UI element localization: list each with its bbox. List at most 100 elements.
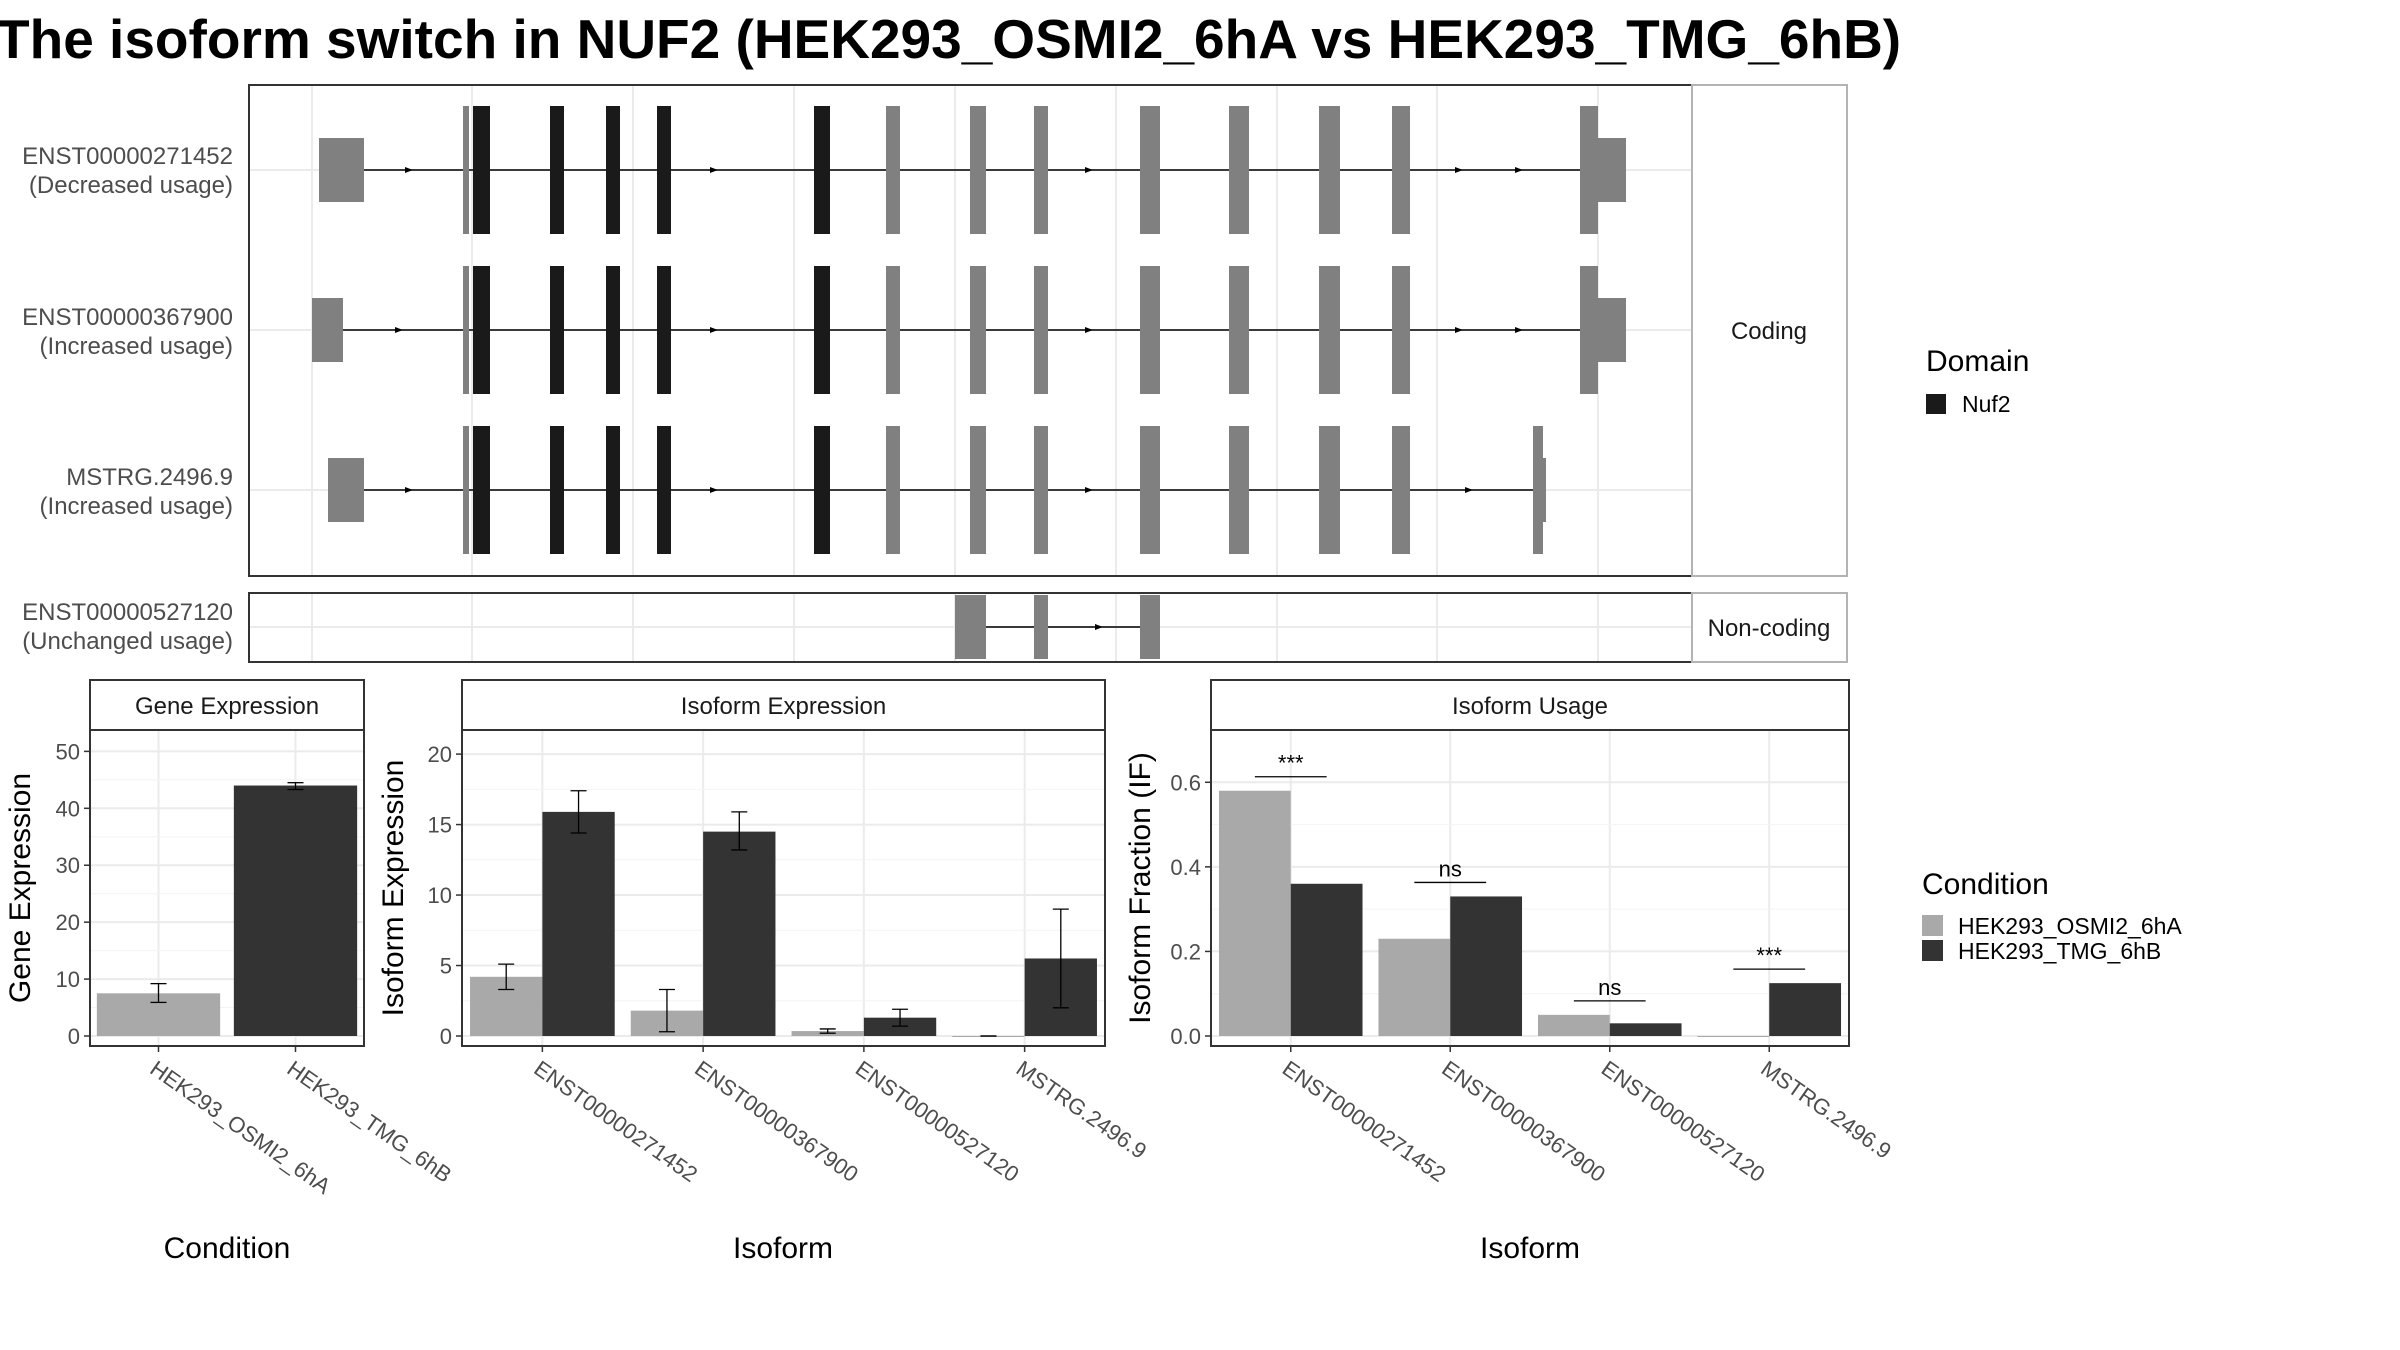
utr5-block [319, 138, 364, 202]
isoform-expression-chart: Isoform Expression 0 5 10 15 20 ENST0000027145… [377, 679, 1152, 1265]
exon-0 [463, 106, 469, 234]
nuf2-domain-exon-3 [606, 266, 620, 394]
exon-7 [970, 426, 986, 554]
exon-7 [970, 266, 986, 394]
x-tick-label: ENST00000271452 [530, 1056, 703, 1187]
isoform-label-4-id: ENST00000527120 [22, 599, 233, 626]
intron-arrow-0 [405, 167, 413, 173]
isoform-label-2-id: ENST00000367900 [22, 304, 233, 331]
x-tick-label: ENST00000527120 [851, 1056, 1024, 1187]
x-tick-label: MSTRG.2496.9 [1756, 1056, 1896, 1164]
nuf2-domain-exon-1 [473, 266, 490, 394]
bar-HEK293_TMG_6hB-2 [1609, 1023, 1682, 1036]
isoform-track-1 [319, 106, 1626, 234]
nuf2-domain-exon-3 [606, 426, 620, 554]
utr3-block [1598, 298, 1626, 362]
bar-HEK293_OSMI2_6hA-2 [1537, 1014, 1610, 1036]
domain-legend-swatch-nuf2 [1926, 394, 1946, 414]
exon-10 [1229, 106, 1249, 234]
exon-0 [955, 595, 986, 659]
y-tick-label: 40 [56, 796, 80, 821]
nuf2-domain-exon-3 [606, 106, 620, 234]
significance-label: *** [1278, 751, 1304, 776]
intron-arrow-3 [1465, 487, 1473, 493]
figure-title: The isoform switch in NUF2 (HEK293_OSMI2… [0, 8, 1901, 70]
intron-arrow-2 [1085, 487, 1093, 493]
significance-label: ns [1598, 975, 1621, 1000]
condition-legend-item-b: HEK293_TMG_6hB [1958, 938, 2161, 964]
x-axis-title: Isoform [1480, 1232, 1580, 1265]
exon-6 [886, 266, 900, 394]
plot-frame [461, 729, 1106, 1047]
gene-expression-chart: Gene Expression01020304050HEK293_OSMI2_6… [4, 679, 456, 1265]
condition-legend-title: Condition [1922, 868, 2049, 901]
y-tick-label: 0.2 [1170, 939, 1201, 964]
significance-label: ns [1439, 856, 1462, 881]
y-tick-label: 20 [428, 742, 452, 767]
significance-label: *** [1756, 943, 1782, 968]
isoform-track-2 [312, 266, 1626, 394]
x-tick-label: MSTRG.2496.9 [1012, 1056, 1152, 1164]
utr3-block [1543, 458, 1546, 522]
x-tick-label: ENST00000271452 [1278, 1056, 1451, 1187]
bar-HEK293_TMG_6hB-2 [863, 1017, 937, 1036]
intron-arrow-1 [710, 327, 718, 333]
exon-13 [1580, 106, 1598, 234]
nuf2-domain-exon-1 [473, 106, 490, 234]
nuf2-domain-exon-5 [814, 106, 830, 234]
exon-6 [886, 426, 900, 554]
exon-11 [1319, 426, 1340, 554]
chart-strip [89, 679, 365, 731]
exon-6 [886, 106, 900, 234]
exon-9 [1140, 426, 1160, 554]
chart-title: Isoform Usage [1452, 693, 1608, 720]
isoform-structure-panel: Coding Non-coding ENST00000271452 (Decre… [22, 84, 1848, 663]
bar-HEK293_TMG_6hB-1 [703, 831, 776, 1036]
exon-8 [1034, 426, 1048, 554]
coding-tracks [312, 106, 1626, 554]
bar-HEK293_TMG_6hB-1 [233, 785, 358, 1036]
y-tick-label: 30 [56, 853, 80, 878]
bar-HEK293_TMG_6hB-3 [1769, 983, 1842, 1036]
exon-12 [1392, 266, 1410, 394]
y-tick-label: 0 [68, 1024, 80, 1049]
exon-9 [1140, 106, 1160, 234]
y-axis-title: Isoform Expression [377, 760, 410, 1017]
bar-HEK293_OSMI2_6hA-1 [1378, 938, 1451, 1036]
noncoding-tracks [955, 595, 1160, 659]
bar-HEK293_OSMI2_6hA-0 [1218, 790, 1291, 1036]
bar-HEK293_TMG_6hB-0 [542, 811, 615, 1036]
condition-legend-swatch-b [1922, 940, 1943, 961]
intron-arrow-1 [710, 167, 718, 173]
exon-10 [1229, 266, 1249, 394]
exon-8 [1034, 266, 1048, 394]
y-tick-label: 50 [56, 739, 80, 764]
coding-strip-label: Coding [1731, 318, 1807, 345]
y-tick-label: 0 [440, 1024, 452, 1049]
x-axis-title: Condition [164, 1232, 291, 1265]
chart-strip [1210, 679, 1850, 731]
exon-11 [1319, 266, 1340, 394]
domain-legend-item-nuf2: Nuf2 [1962, 391, 2011, 417]
nuf2-domain-exon-4 [657, 266, 671, 394]
intron-arrow-3 [1455, 327, 1463, 333]
chart-title: Gene Expression [135, 693, 319, 720]
condition-legend-item-a: HEK293_OSMI2_6hA [1958, 913, 2182, 939]
condition-legend-swatch-a [1922, 915, 1943, 936]
bar-HEK293_TMG_6hB-0 [1290, 883, 1363, 1036]
y-tick-label: 5 [440, 954, 452, 979]
y-tick-label: 0.0 [1170, 1024, 1201, 1049]
y-axis-title: Isoform Fraction (IF) [1124, 752, 1157, 1024]
isoform-track-3 [328, 426, 1546, 554]
exon-0 [463, 266, 469, 394]
exon-0 [463, 426, 469, 554]
exon-10 [1229, 426, 1249, 554]
intron-arrow-2 [1085, 167, 1093, 173]
bar-HEK293_OSMI2_6hA-3 [1697, 1036, 1770, 1037]
isoform-labels: ENST00000271452 (Decreased usage) ENST00… [22, 143, 233, 655]
exon-7 [970, 106, 986, 234]
exon-8 [1034, 106, 1048, 234]
nuf2-domain-exon-2 [550, 266, 564, 394]
intron-arrow-2 [1085, 327, 1093, 333]
